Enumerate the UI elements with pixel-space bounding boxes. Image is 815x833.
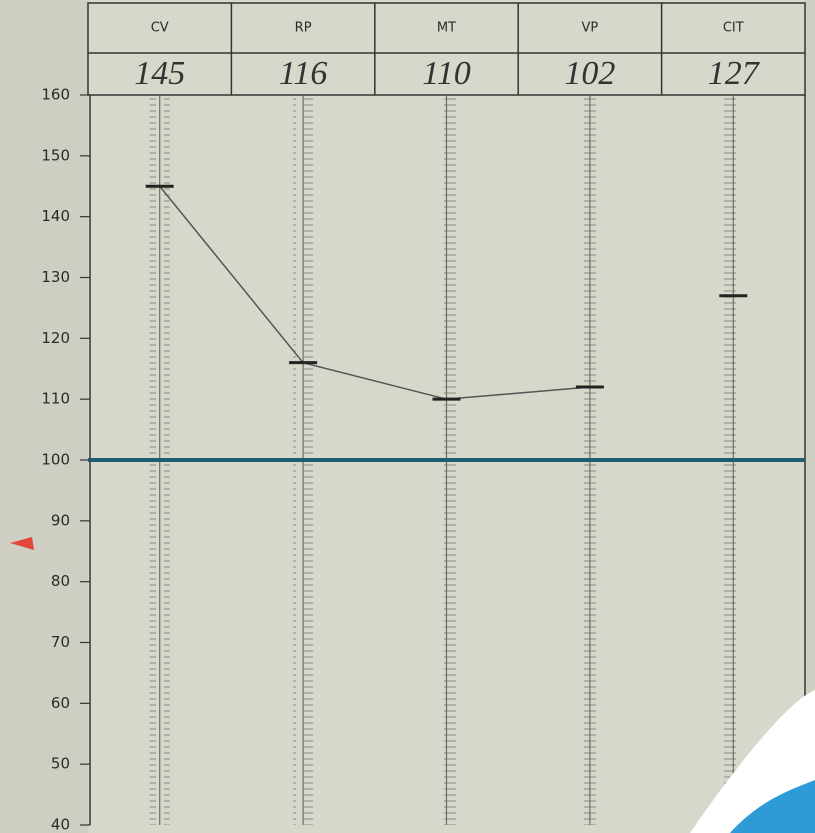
y-tick-label: 70 <box>51 633 70 651</box>
column-label: CIT <box>723 21 744 36</box>
y-tick-label: 90 <box>51 511 70 529</box>
y-tick-label: 140 <box>41 207 70 225</box>
score-label: 110 <box>422 55 470 92</box>
score-label: 102 <box>564 55 615 92</box>
y-tick-label: 100 <box>41 451 70 469</box>
column-label: MT <box>437 21 456 36</box>
chart: CV 145 RP 116 MT 110 VP 102 CIT 127 40 50 60 70 80 90 10… <box>0 0 815 833</box>
y-tick-label: 160 <box>41 86 70 104</box>
y-tick-label: 110 <box>41 390 70 408</box>
y-tick-label: 80 <box>51 572 70 590</box>
y-tick-label: 60 <box>51 694 70 712</box>
y-tick-label: 50 <box>51 755 70 773</box>
column-label: CV <box>151 21 169 36</box>
score-label: 145 <box>134 55 185 92</box>
y-tick-label: 130 <box>41 268 70 286</box>
column-label: RP <box>295 21 312 36</box>
y-tick-label: 40 <box>51 816 70 833</box>
y-tick-label: 150 <box>41 146 70 164</box>
page: {"chart_data": {"type": "line", "categor… <box>0 0 815 833</box>
y-tick-label: 120 <box>41 329 70 347</box>
score-label: 127 <box>708 55 761 92</box>
score-label: 116 <box>279 55 327 92</box>
column-label: VP <box>582 21 599 36</box>
